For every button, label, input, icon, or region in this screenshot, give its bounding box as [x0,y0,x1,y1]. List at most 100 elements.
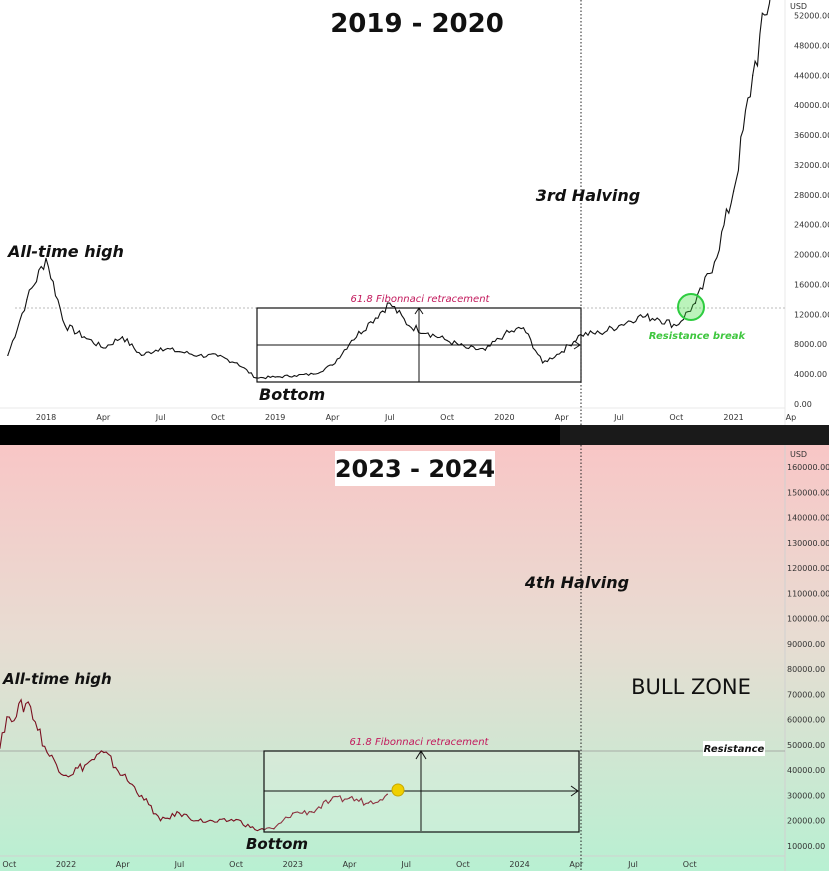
top-data-point [503,333,505,336]
bottom-data-point [197,820,199,822]
top-resistance-break-label: Resistance break [649,331,747,342]
top-y-tick-label: 32000.00 [794,161,829,170]
bottom-data-point [178,812,180,814]
bottom-y-tick-label: 90000.00 [787,640,825,649]
top-data-point [293,375,295,377]
bottom-y-tick-label: 160000.00 [787,463,829,472]
top-y-tick-label: 16000.00 [794,280,829,289]
bottom-data-point [330,799,332,802]
top-x-tick-label: Ap [786,413,797,422]
bottom-x-tick-label: 2022 [56,860,76,869]
bottom-y-ticks: 10000.00 20000.00 30000.00 40000.00 50000.00… [787,463,829,851]
bottom-x-tick-label: Apr [343,860,358,869]
bottom-data-point [65,774,67,776]
bottom-data-point [348,797,351,799]
bottom-y-tick-label: 130000.00 [787,539,829,548]
bottom-x-tick-label: Oct [229,860,243,869]
bull-zone-label: BULL ZONE [631,675,751,699]
bottom-y-tick-label: 30000.00 [787,791,825,800]
top-data-point [656,317,658,319]
top-data-point [274,376,276,378]
bottom-data-point [84,764,86,766]
top-x-tick-label: Jul [155,413,166,422]
top-x-tick-label: 2018 [36,413,56,422]
top-chart: USD 0.00 4000.00 8000.00 12000.00 16000.00 20… [0,0,829,425]
top-data-point [351,339,353,342]
bottom-y-tick-label: 20000.00 [787,817,825,826]
top-data-point [618,324,620,327]
bottom-x-tick-label: Oct [456,860,470,869]
bottom-chart-title: 2023 - 2024 [335,455,495,483]
top-data-point [599,332,601,334]
bottom-y-tick-label: 150000.00 [787,488,829,497]
bottom-data-point [386,793,388,795]
bottom-data-point [159,820,162,822]
top-chart-background [0,0,829,425]
bottom-data-point [273,828,275,830]
top-data-point [580,333,582,336]
bottom-y-tick-label: 50000.00 [787,741,825,750]
top-data-point [102,347,104,349]
bottom-chart: USD 10000.00 20000.00 30000.00 40000.00 5000… [0,445,829,871]
bottom-data-point [235,818,237,821]
top-y-tick-label: 4000.00 [794,370,827,379]
top-ath-label: All-time high [6,242,124,261]
top-data-point [331,364,334,366]
top-data-point [198,354,200,357]
top-data-point [370,321,372,323]
bottom-y-tick-label: 100000.00 [787,615,829,624]
top-x-tick-label: Oct [211,413,225,422]
top-data-point [427,332,429,334]
top-data-point [713,261,716,263]
bottom-x-tick-label: 2023 [283,860,303,869]
top-data-point [522,327,525,329]
top-x-tick-label: Apr [326,413,341,422]
top-data-point [465,347,467,349]
top-y-unit: USD [790,2,807,11]
top-data-point [45,257,47,259]
bottom-y-tick-label: 140000.00 [787,514,829,523]
top-data-point [255,377,257,379]
top-x-tick-label: 2021 [723,413,743,422]
top-fib-right-arrow [573,340,581,350]
top-data-point [408,324,410,327]
bottom-x-tick-label: Oct [683,860,697,869]
bottom-ath-label: All-time high [2,670,112,688]
bottom-y-tick-label: 60000.00 [787,716,825,725]
top-x-tick-label: 2020 [494,413,514,422]
top-y-tick-label: 48000.00 [794,41,829,50]
bottom-x-tick-label: Oct [2,860,16,869]
bottom-chart-background [0,445,829,871]
bottom-y-tick-label: 120000.00 [787,564,829,573]
top-y-tick-label: 24000.00 [794,221,829,230]
top-y-tick-label: 28000.00 [794,191,829,200]
bottom-data-point [27,701,29,703]
top-data-point [312,373,314,375]
top-data-point [140,354,143,357]
bottom-data-point [103,751,105,754]
top-data-point [752,74,754,76]
top-y-ticks: 0.00 4000.00 8000.00 12000.00 16000.00 20000.… [794,12,829,410]
bottom-bottom-label: Bottom [246,835,308,853]
bottom-halving-label: 4th Halving [524,573,629,592]
top-data-point [179,351,181,353]
bottom-x-tick-label: Apr [569,860,584,869]
top-data-point [64,324,66,327]
bottom-data-point [367,802,369,804]
top-resistance-break-marker [677,293,705,321]
top-data-point [561,351,563,353]
bottom-data-point [122,774,124,776]
top-data-point [694,302,697,304]
top-halving-label: 3rd Halving [536,186,640,205]
top-y-tick-label: 52000.00 [794,12,829,21]
bottom-y-unit: USD [790,450,807,459]
bottom-y-tick-label: 110000.00 [787,589,829,598]
bottom-fib-up-arrow [415,750,427,760]
bottom-y-tick-label: 10000.00 [787,842,825,851]
top-data-point [484,349,486,351]
top-x-tick-label: Apr [96,413,111,422]
bottom-fib-right-arrow [570,785,579,797]
bottom-x-tick-label: Jul [400,860,411,869]
top-y-tick-label: 36000.00 [794,131,829,140]
top-fib-up-arrow [414,307,424,315]
